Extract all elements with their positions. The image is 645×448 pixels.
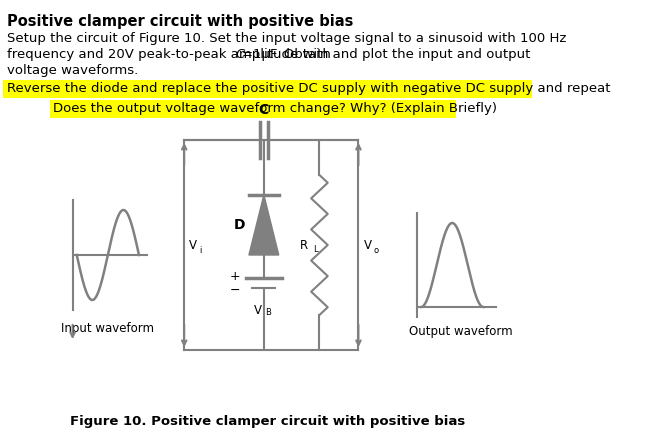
Text: C: C	[235, 48, 245, 61]
Text: Positive clamper circuit with positive bias: Positive clamper circuit with positive b…	[6, 14, 353, 29]
Text: Output waveform: Output waveform	[409, 325, 512, 338]
Text: =1μF. Obtain and plot the input and output: =1μF. Obtain and plot the input and outp…	[243, 48, 531, 61]
Text: Reverse the diode and replace the positive DC supply with negative DC supply and: Reverse the diode and replace the positi…	[6, 82, 610, 95]
Polygon shape	[249, 195, 279, 255]
Text: L: L	[313, 245, 317, 254]
Text: Input waveform: Input waveform	[61, 322, 154, 335]
Bar	[50, 100, 457, 118]
Text: Does the output voltage waveform change? Why? (Explain Briefly): Does the output voltage waveform change?…	[53, 102, 497, 115]
Text: voltage waveforms.: voltage waveforms.	[6, 64, 138, 77]
Text: V: V	[363, 238, 372, 251]
Text: +: +	[230, 270, 241, 283]
Text: C: C	[259, 103, 269, 117]
Text: D: D	[233, 218, 244, 232]
Text: o: o	[373, 246, 379, 254]
Text: Figure 10. Positive clamper circuit with positive bias: Figure 10. Positive clamper circuit with…	[70, 415, 465, 428]
Text: −: −	[230, 284, 241, 297]
Text: Setup the circuit of Figure 10. Set the input voltage signal to a sinusoid with : Setup the circuit of Figure 10. Set the …	[6, 32, 566, 45]
Bar	[3, 80, 532, 98]
Text: B: B	[266, 308, 272, 317]
Text: V: V	[189, 238, 197, 251]
Text: i: i	[199, 246, 201, 254]
Text: V: V	[254, 304, 263, 317]
Text: R: R	[300, 238, 308, 251]
Text: frequency and 20V peak-to-peak amplitude with: frequency and 20V peak-to-peak amplitude…	[6, 48, 335, 61]
